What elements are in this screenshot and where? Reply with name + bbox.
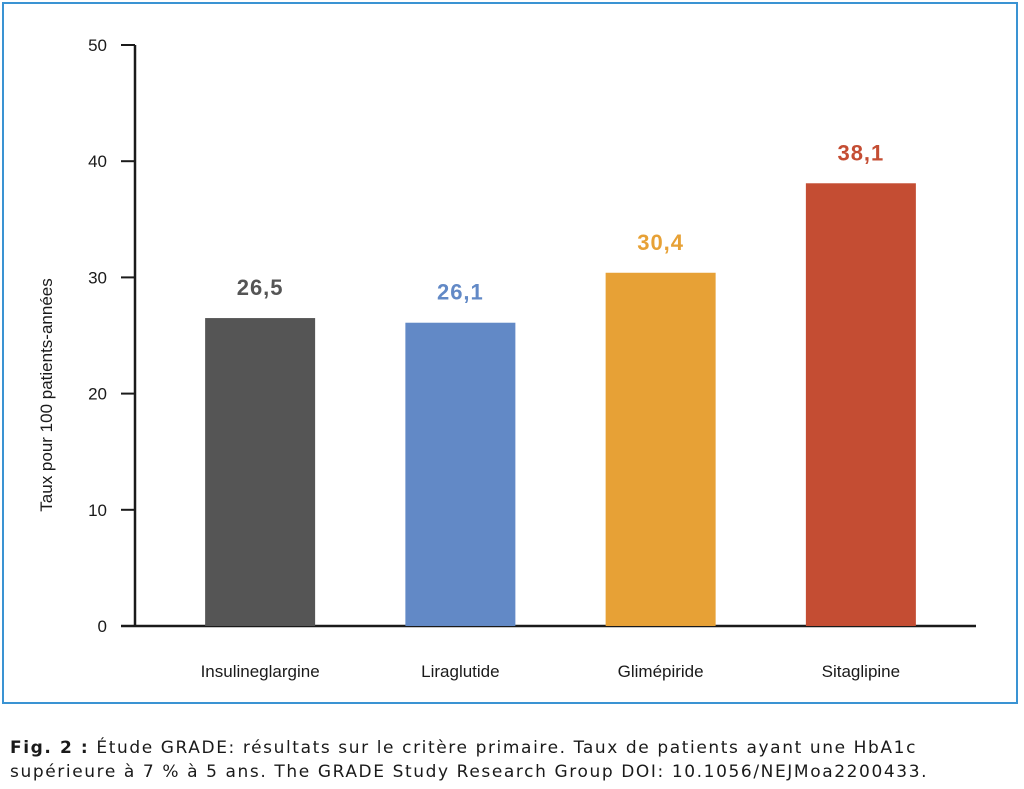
y-tick-label: 30 <box>88 268 107 287</box>
bars: 26,5 26,1 30,4 38,1 <box>205 140 916 626</box>
data-label: 26,5 <box>237 275 284 300</box>
x-tick-label: Liraglutide <box>421 662 499 681</box>
y-tick-label: 10 <box>88 501 107 520</box>
caption-line-1: Fig. 2 : Étude GRADE: résultats sur le c… <box>10 736 1020 760</box>
bar-chart: 0 10 20 30 40 50 26,5 26,1 30,4 38,1 Insulinegla… <box>37 36 976 681</box>
caption-line-2: supérieure à 7 % à 5 ans. The GRADE Stud… <box>10 762 929 782</box>
x-tick-label: Insulineglargine <box>201 662 320 681</box>
y-axis-label: Taux pour 100 patients-années <box>37 278 56 511</box>
x-axis-labels: Insulineglargine Liraglutide Glimépiride Si… <box>201 662 901 681</box>
caption-label: Fig. 2 : <box>10 738 90 758</box>
y-tick-label: 20 <box>88 385 107 404</box>
bar <box>205 318 316 626</box>
data-label: 30,4 <box>637 230 684 255</box>
y-tick-label: 40 <box>88 152 107 171</box>
bar <box>605 272 716 626</box>
bar <box>805 183 916 626</box>
data-label: 26,1 <box>437 280 484 305</box>
x-tick-label: Glimépiride <box>618 662 704 681</box>
data-label: 38,1 <box>837 140 884 165</box>
x-tick-label: Sitaglipine <box>822 662 900 681</box>
caption-text-1: Étude GRADE: résultats sur le critère pr… <box>89 738 918 758</box>
y-tick-label: 50 <box>88 36 107 55</box>
figure-caption: Fig. 2 : Étude GRADE: résultats sur le c… <box>10 736 1020 784</box>
bar <box>405 322 516 626</box>
y-tick-label: 0 <box>98 617 107 636</box>
